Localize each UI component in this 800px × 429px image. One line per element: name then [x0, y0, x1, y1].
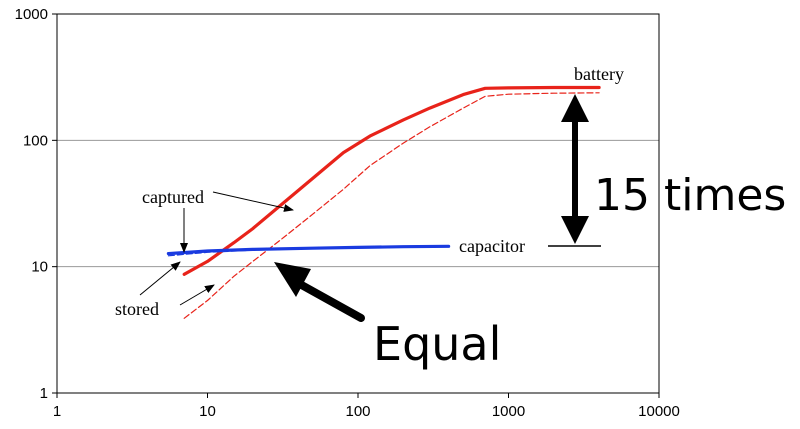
stored-label: stored	[115, 299, 159, 319]
x-axis: 1 10 100 1000 10000	[53, 393, 680, 420]
equal-label: Equal	[373, 317, 501, 371]
y-tick-label: 10	[31, 259, 48, 276]
x-tick-label: 1000	[492, 403, 525, 420]
x-tick-label: 100	[345, 403, 370, 420]
equal-arrowhead	[274, 262, 311, 297]
stored-arrow-battery	[179, 284, 215, 306]
series-battery-stored-line	[183, 92, 600, 319]
series-capacitor-captured-line	[166, 244, 451, 256]
y-tick-label: 1000	[15, 6, 48, 23]
equal-arrow-shaft	[294, 279, 365, 322]
y-tick-label: 100	[23, 132, 48, 149]
ratio-arrowhead-down	[561, 216, 589, 244]
ratio-arrowhead-up	[561, 94, 589, 122]
captured-label: captured	[142, 187, 204, 207]
ratio-label: 15 times	[594, 170, 786, 221]
captured-arrow-battery	[212, 191, 294, 212]
x-tick-label: 1	[53, 403, 61, 420]
series-battery-captured-line	[182, 85, 601, 276]
battery-label: battery	[574, 64, 624, 84]
x-tick-label: 10	[199, 403, 216, 420]
series-capacitor-stored-line	[167, 248, 299, 257]
gridlines	[57, 139, 659, 268]
y-axis: 1 10 100 1000	[15, 6, 57, 402]
stored-arrow-capacitor	[139, 261, 181, 296]
series-lines	[166, 85, 601, 319]
capacitor-label: capacitor	[459, 236, 525, 256]
y-tick-label: 1	[40, 385, 48, 402]
x-tick-label: 10000	[638, 403, 680, 420]
